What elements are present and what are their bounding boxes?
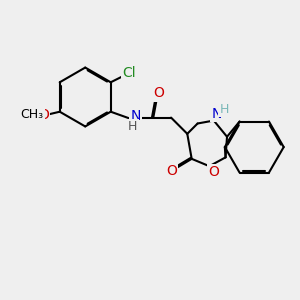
Text: H: H [128, 120, 137, 133]
Text: CH₃: CH₃ [20, 108, 43, 121]
Text: O: O [38, 108, 49, 122]
Text: H: H [219, 103, 229, 116]
Text: O: O [166, 164, 177, 178]
Text: Cl: Cl [122, 66, 136, 80]
Text: N: N [212, 107, 222, 121]
Text: O: O [153, 86, 164, 100]
Text: O: O [208, 165, 219, 179]
Text: N: N [130, 109, 141, 123]
